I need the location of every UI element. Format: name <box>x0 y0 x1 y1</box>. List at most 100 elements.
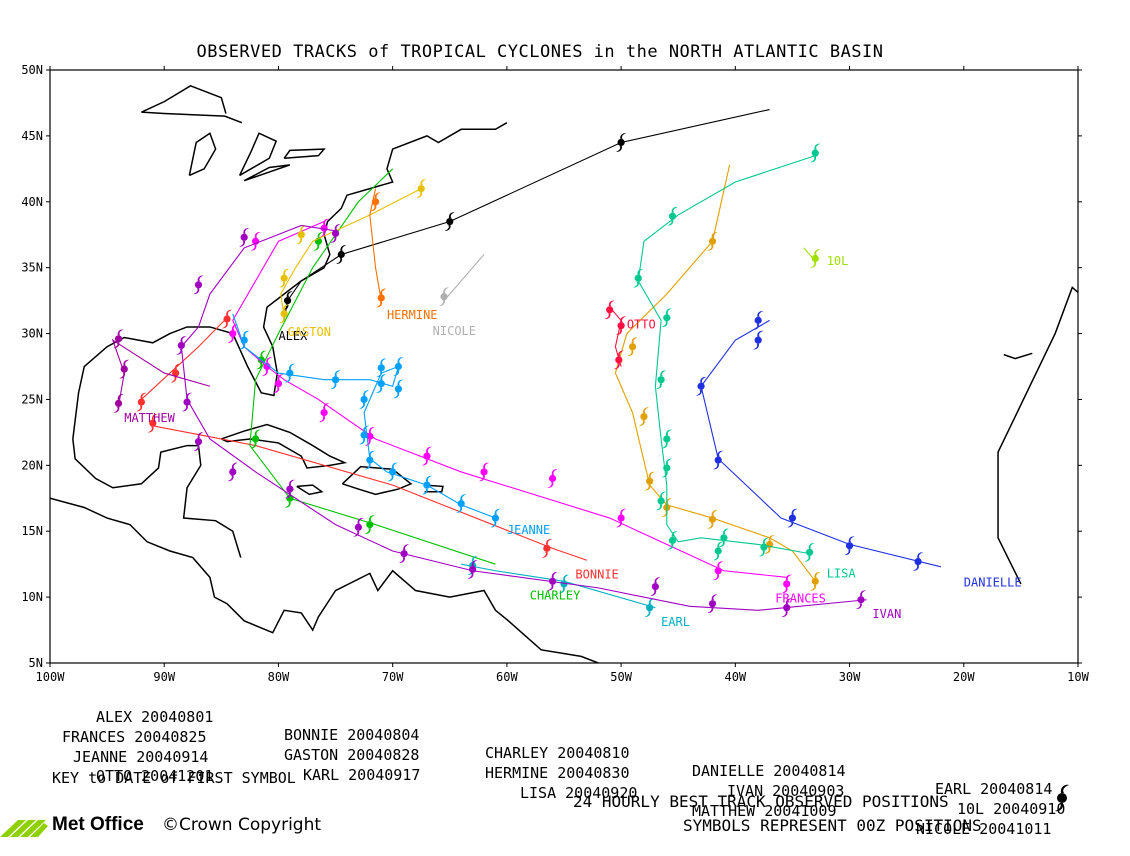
hurricane-symbol-icon <box>193 275 204 295</box>
hurricane-symbol-icon <box>336 245 347 264</box>
track-line <box>141 317 228 400</box>
hurricane-symbol-icon <box>376 374 387 393</box>
legend-entry: OTTO 20041201 <box>96 767 214 785</box>
hurricane-symbol-icon <box>359 425 370 445</box>
lat-tick-label: 40N <box>21 195 43 209</box>
track-line <box>443 254 485 301</box>
hurricane-symbol-icon <box>479 462 490 482</box>
lon-tick-label: 100W <box>36 670 66 684</box>
hurricane-symbol-icon <box>547 571 558 591</box>
storm-label: BONNIE <box>575 568 618 582</box>
storm-track <box>282 108 770 321</box>
hurricane-symbol-icon <box>656 491 667 511</box>
copyright-text: ©Crown Copyright <box>162 815 322 835</box>
hurricane-symbol-icon <box>376 358 387 378</box>
hurricane-symbol-icon <box>753 311 764 330</box>
hurricane-symbol-icon <box>364 515 375 534</box>
track-line <box>614 164 816 582</box>
hurricane-symbol-icon <box>239 228 250 247</box>
hurricane-symbol-icon <box>170 363 181 383</box>
legend-row-2: FRANCES 20040825 GASTON 20040828 HERMINE… <box>60 710 1065 836</box>
hurricane-symbol-icon <box>113 329 124 349</box>
hurricane-symbol-icon <box>490 508 501 528</box>
coastline <box>424 484 444 493</box>
hurricane-symbol-icon <box>393 379 404 399</box>
track-line <box>232 221 787 578</box>
hurricane-symbol-icon <box>421 446 432 466</box>
hurricane-symbol-icon <box>182 392 193 412</box>
lat-tick-label: 30N <box>21 327 43 341</box>
hurricane-symbol-icon <box>296 225 307 245</box>
coastline <box>238 132 278 177</box>
coastline <box>72 122 508 440</box>
track-line <box>180 224 867 611</box>
hurricane-symbol-icon <box>387 462 398 482</box>
storm-track <box>439 254 485 306</box>
hurricane-symbol-icon <box>696 376 707 396</box>
coastline <box>283 148 326 160</box>
hurricane-symbol-icon <box>713 541 724 561</box>
legend-row-4: OTTO 20041201 <box>60 749 213 803</box>
storm-track <box>369 188 387 308</box>
legend-entry: IVAN 20040903 <box>727 782 845 800</box>
hurricane-symbol-icon <box>713 561 724 581</box>
hurricane-symbol-icon <box>661 429 672 449</box>
hurricane-symbol-icon <box>250 429 261 449</box>
lon-tick-label: 20W <box>953 670 975 684</box>
lat-tick-label: 35N <box>21 261 43 275</box>
hurricane-symbol-icon <box>650 577 661 596</box>
lat-tick-label: 20N <box>21 458 43 472</box>
hurricane-symbol-icon <box>656 370 667 390</box>
hurricane-symbol-icon <box>284 479 295 499</box>
hurricane-symbol-icon <box>707 510 718 529</box>
storm-label: GASTON <box>288 325 331 339</box>
hurricane-symbol-icon <box>661 458 672 478</box>
lon-tick-label: 30W <box>839 670 861 684</box>
coastlines <box>50 84 1078 663</box>
hurricane-symbol-icon <box>222 309 233 329</box>
storm-label: DANIELLE <box>964 576 1022 590</box>
legend-entry: MATTHEW 20041009 <box>692 802 837 820</box>
hurricane-symbol-icon <box>330 370 341 390</box>
legend-entry: ALEX 20040801 <box>96 708 214 726</box>
storm-label: EARL <box>661 615 690 629</box>
hurricane-symbol-icon <box>421 475 432 495</box>
track-line <box>280 188 422 317</box>
hurricane-symbol-icon <box>667 531 678 550</box>
track-line <box>637 155 816 555</box>
hurricane-symbol-icon <box>810 143 821 163</box>
legend-entry: EARL 20040814 <box>935 780 1053 798</box>
lat-tick-label: 5N <box>29 656 43 670</box>
hurricane-symbol-icon <box>781 598 792 617</box>
storm-tracks <box>111 108 942 617</box>
legend-entry: JEANNE 20040914 <box>73 748 209 766</box>
legend-entry: KARL 20040917 <box>303 766 421 784</box>
hurricane-symbol-icon <box>616 133 627 152</box>
storm-track <box>696 311 942 571</box>
track-line <box>111 338 211 407</box>
lat-tick-label: 50N <box>21 63 43 77</box>
track-line <box>249 168 496 565</box>
hurricane-symbol-icon <box>667 206 678 226</box>
coastline <box>72 438 242 558</box>
lon-tick-label: 10W <box>1067 670 1089 684</box>
storm-label: MATTHEW <box>124 411 175 425</box>
hurricane-symbol-icon <box>136 392 147 412</box>
legend-entry: CHARLEY 20040810 <box>485 744 630 762</box>
coastline <box>221 423 348 469</box>
legend-entry: FRANCES 20040825 <box>62 728 207 746</box>
hurricane-symbol-icon <box>707 594 718 614</box>
hurricane-symbol-icon <box>284 363 295 383</box>
hurricane-symbol-icon <box>439 287 450 306</box>
hurricane-symbol-icon <box>713 450 724 470</box>
hurricane-symbol-icon <box>781 574 792 594</box>
legend-entry: NICOLE 20041011 <box>916 820 1052 838</box>
storm-track <box>232 313 501 528</box>
coastline <box>341 465 413 496</box>
hurricane-symbol-icon <box>353 517 364 537</box>
hurricane-symbol-icon <box>147 413 158 433</box>
storm-track <box>633 143 821 562</box>
hurricane-symbol-icon <box>787 508 798 528</box>
coastline <box>50 497 599 663</box>
